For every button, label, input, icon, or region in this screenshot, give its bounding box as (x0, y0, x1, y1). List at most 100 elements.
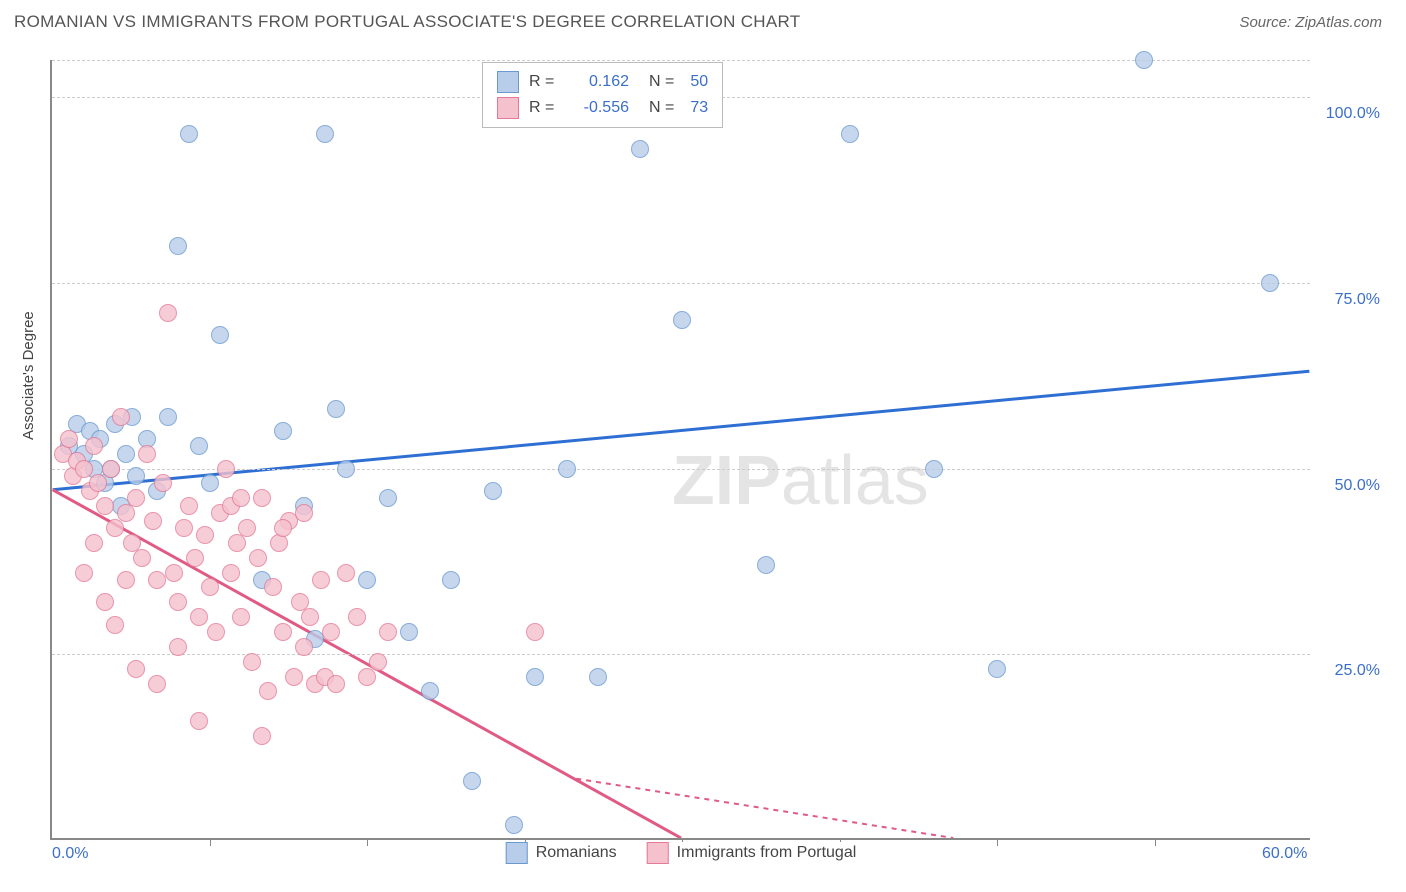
data-point (379, 489, 397, 507)
data-point (295, 638, 313, 656)
x-tick-mark (367, 838, 368, 846)
data-point (238, 519, 256, 537)
data-point (442, 571, 460, 589)
data-point (148, 571, 166, 589)
data-point (337, 460, 355, 478)
swatch-romanians-icon (506, 842, 528, 864)
data-point (190, 608, 208, 626)
data-point (526, 668, 544, 686)
data-point (841, 125, 859, 143)
y-axis-label: Associate's Degree (20, 311, 37, 440)
data-point (144, 512, 162, 530)
data-point (180, 125, 198, 143)
data-point (358, 571, 376, 589)
data-point (259, 682, 277, 700)
data-point (112, 408, 130, 426)
data-point (463, 772, 481, 790)
data-point (348, 608, 366, 626)
x-tick-label: 0.0% (52, 845, 88, 863)
data-point (211, 326, 229, 344)
gridline (52, 469, 1310, 470)
data-point (127, 660, 145, 678)
data-point (85, 437, 103, 455)
r-label: R = (529, 99, 559, 117)
data-point (75, 564, 93, 582)
data-point (228, 534, 246, 552)
data-point (117, 445, 135, 463)
n-label: N = (649, 73, 674, 91)
legend-row-portugal: R = -0.556 N = 73 (497, 95, 708, 121)
y-tick-label: 50.0% (1335, 477, 1380, 495)
data-point (175, 519, 193, 537)
swatch-portugal-icon (647, 842, 669, 864)
data-point (379, 623, 397, 641)
gridline (52, 654, 1310, 655)
chart-header: ROMANIAN VS IMMIGRANTS FROM PORTUGAL ASS… (0, 0, 1406, 40)
n-value-romanians: 50 (690, 73, 708, 91)
correlation-legend: R = 0.162 N = 50 R = -0.556 N = 73 (482, 62, 723, 128)
data-point (117, 504, 135, 522)
data-point (1135, 51, 1153, 69)
data-point (673, 311, 691, 329)
data-point (232, 489, 250, 507)
y-tick-label: 75.0% (1335, 291, 1380, 309)
data-point (133, 549, 151, 567)
data-point (96, 593, 114, 611)
x-tick-mark (997, 838, 998, 846)
x-tick-mark (210, 838, 211, 846)
data-point (85, 534, 103, 552)
data-point (358, 668, 376, 686)
y-tick-label: 25.0% (1335, 662, 1380, 680)
data-point (757, 556, 775, 574)
swatch-romanians (497, 71, 519, 93)
data-point (201, 474, 219, 492)
legend-item-romanians: Romanians (506, 842, 617, 864)
data-point (60, 430, 78, 448)
chart-plot-area: R = 0.162 N = 50 R = -0.556 N = 73 ZIPat… (50, 60, 1310, 840)
data-point (505, 816, 523, 834)
watermark: ZIPatlas (672, 440, 929, 520)
data-point (369, 653, 387, 671)
data-point (190, 437, 208, 455)
data-point (169, 593, 187, 611)
data-point (274, 623, 292, 641)
data-point (327, 400, 345, 418)
data-point (249, 549, 267, 567)
data-point (631, 140, 649, 158)
legend-row-romanians: R = 0.162 N = 50 (497, 69, 708, 95)
series-legend: Romanians Immigrants from Portugal (498, 842, 865, 864)
data-point (301, 608, 319, 626)
data-point (925, 460, 943, 478)
data-point (312, 571, 330, 589)
data-point (154, 474, 172, 492)
data-point (295, 504, 313, 522)
data-point (148, 675, 166, 693)
data-point (190, 712, 208, 730)
gridline (52, 60, 1310, 61)
data-point (201, 578, 219, 596)
data-point (165, 564, 183, 582)
data-point (138, 445, 156, 463)
data-point (274, 422, 292, 440)
data-point (102, 460, 120, 478)
data-point (106, 519, 124, 537)
data-point (186, 549, 204, 567)
swatch-portugal (497, 97, 519, 119)
data-point (169, 237, 187, 255)
data-point (127, 467, 145, 485)
data-point (207, 623, 225, 641)
y-tick-label: 100.0% (1326, 105, 1380, 123)
data-point (264, 578, 282, 596)
n-value-portugal: 73 (690, 99, 708, 117)
x-tick-label: 60.0% (1262, 845, 1307, 863)
x-tick-mark (1155, 838, 1156, 846)
data-point (89, 474, 107, 492)
gridline (52, 283, 1310, 284)
data-point (117, 571, 135, 589)
data-point (222, 564, 240, 582)
n-label: N = (649, 99, 674, 117)
data-point (421, 682, 439, 700)
data-point (1261, 274, 1279, 292)
data-point (484, 482, 502, 500)
data-point (106, 616, 124, 634)
